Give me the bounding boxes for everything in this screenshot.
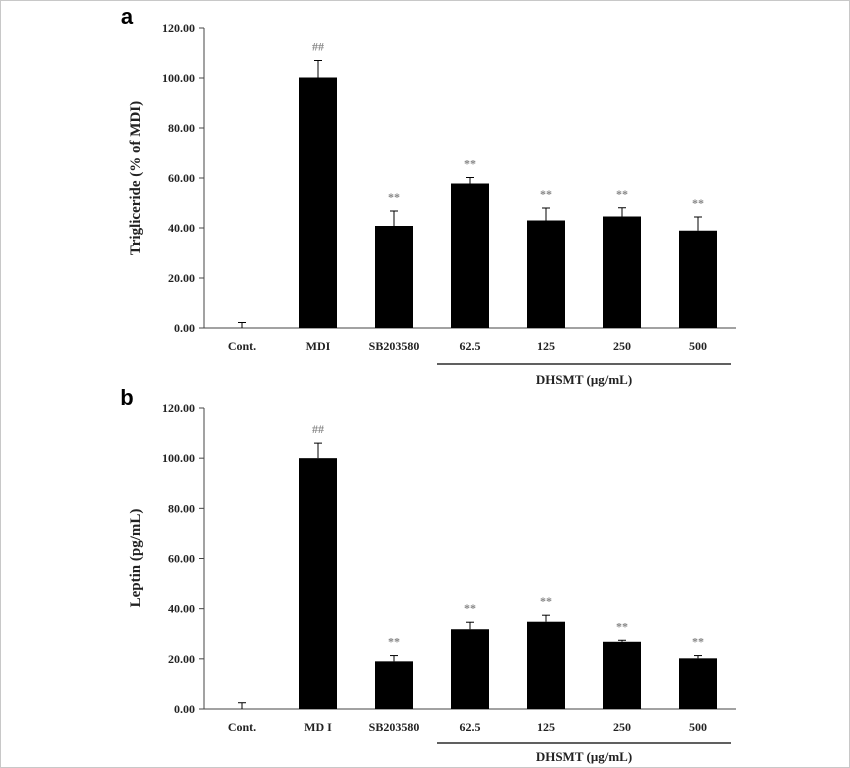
panel-a-bar — [679, 230, 717, 328]
panel-b-significance-label: ** — [388, 635, 400, 649]
panel-a-significance-label: ** — [692, 196, 704, 210]
panel-b-chart: b 0.00 20.00 40.00 60.00 80.00 100.00 120.00 Lep… — [120, 385, 736, 764]
panel-b-significance-label: ** — [540, 594, 552, 608]
panel-b-category-label: 62.5 — [460, 720, 481, 734]
panel-b-bar — [299, 458, 337, 709]
panel-a-y-tick-label: 40.00 — [168, 221, 195, 235]
panel-b-bar — [451, 629, 489, 709]
panel-a-bar — [375, 226, 413, 328]
panel-b-category-label: MD I — [304, 720, 332, 734]
panel-a-significance-label: ** — [616, 187, 628, 201]
panel-a-category-label: 125 — [537, 339, 555, 353]
panel-a-category-label: Cont. — [228, 339, 256, 353]
panel-a-significance-label: ** — [388, 190, 400, 204]
panel-b-bar — [679, 658, 717, 709]
panel-a-significance-label: ** — [464, 157, 476, 171]
panel-b-significance-label: ** — [616, 619, 628, 633]
panel-b-y-tick-label: 0.00 — [174, 702, 195, 716]
panel-a-y-tick-label: 60.00 — [168, 171, 195, 185]
panel-a-bar — [299, 77, 337, 328]
panel-b-y-tick-label: 20.00 — [168, 652, 195, 666]
panel-b-significance-label: ## — [312, 422, 324, 436]
panel-a-y-tick-label: 80.00 — [168, 121, 195, 135]
panel-b-bar — [603, 641, 641, 709]
panel-a-y-tick-label: 20.00 — [168, 271, 195, 285]
panel-b-label: b — [120, 385, 133, 410]
panel-b-y-tick-label: 40.00 — [168, 602, 195, 616]
panel-a-y-tick-label: 100.00 — [162, 71, 195, 85]
panel-b-category-label: 125 — [537, 720, 555, 734]
panel-b-y-tick-label: 80.00 — [168, 501, 195, 515]
panel-a-bar — [603, 216, 641, 328]
panel-a-label: a — [121, 4, 134, 29]
panel-a-bar — [451, 183, 489, 328]
panel-b-y-tick-label: 120.00 — [162, 401, 195, 415]
panel-a-category-label: SB203580 — [369, 339, 420, 353]
panel-a-significance-label: ** — [540, 187, 552, 201]
panel-b-category-label: Cont. — [228, 720, 256, 734]
panel-b-y-tick-label: 60.00 — [168, 552, 195, 566]
panel-a-group-label: DHSMT (μg/mL) — [536, 372, 632, 387]
panel-a-category-label: 250 — [613, 339, 631, 353]
panel-b-y-axis-title: Leptin (pg/mL) — [128, 509, 144, 608]
panel-a-bar — [527, 220, 565, 328]
panel-a-chart: a 0.00 20.00 40.00 60.00 80.00 100.00 120.00 Tri… — [121, 4, 736, 387]
panel-b-bar — [527, 621, 565, 709]
panel-a-y-tick-label: 0.00 — [174, 321, 195, 335]
panel-a-significance-label: ## — [312, 40, 324, 54]
panel-b-significance-label: ** — [464, 601, 476, 615]
panel-b-category-label: 500 — [689, 720, 707, 734]
panel-a-y-tick-label: 120.00 — [162, 21, 195, 35]
panel-b-category-label: SB203580 — [369, 720, 420, 734]
panel-a-category-label: MDI — [306, 339, 331, 353]
panel-b-bar — [375, 661, 413, 709]
panel-b-category-label: 250 — [613, 720, 631, 734]
panel-b-significance-label: ** — [692, 635, 704, 649]
panel-a-category-label: 62.5 — [460, 339, 481, 353]
panel-b-group-label: DHSMT (μg/mL) — [536, 749, 632, 764]
panel-b-y-tick-label: 100.00 — [162, 451, 195, 465]
panel-a-y-axis-title: Trigliceride (% of MDI) — [128, 101, 144, 255]
panel-a-category-label: 500 — [689, 339, 707, 353]
